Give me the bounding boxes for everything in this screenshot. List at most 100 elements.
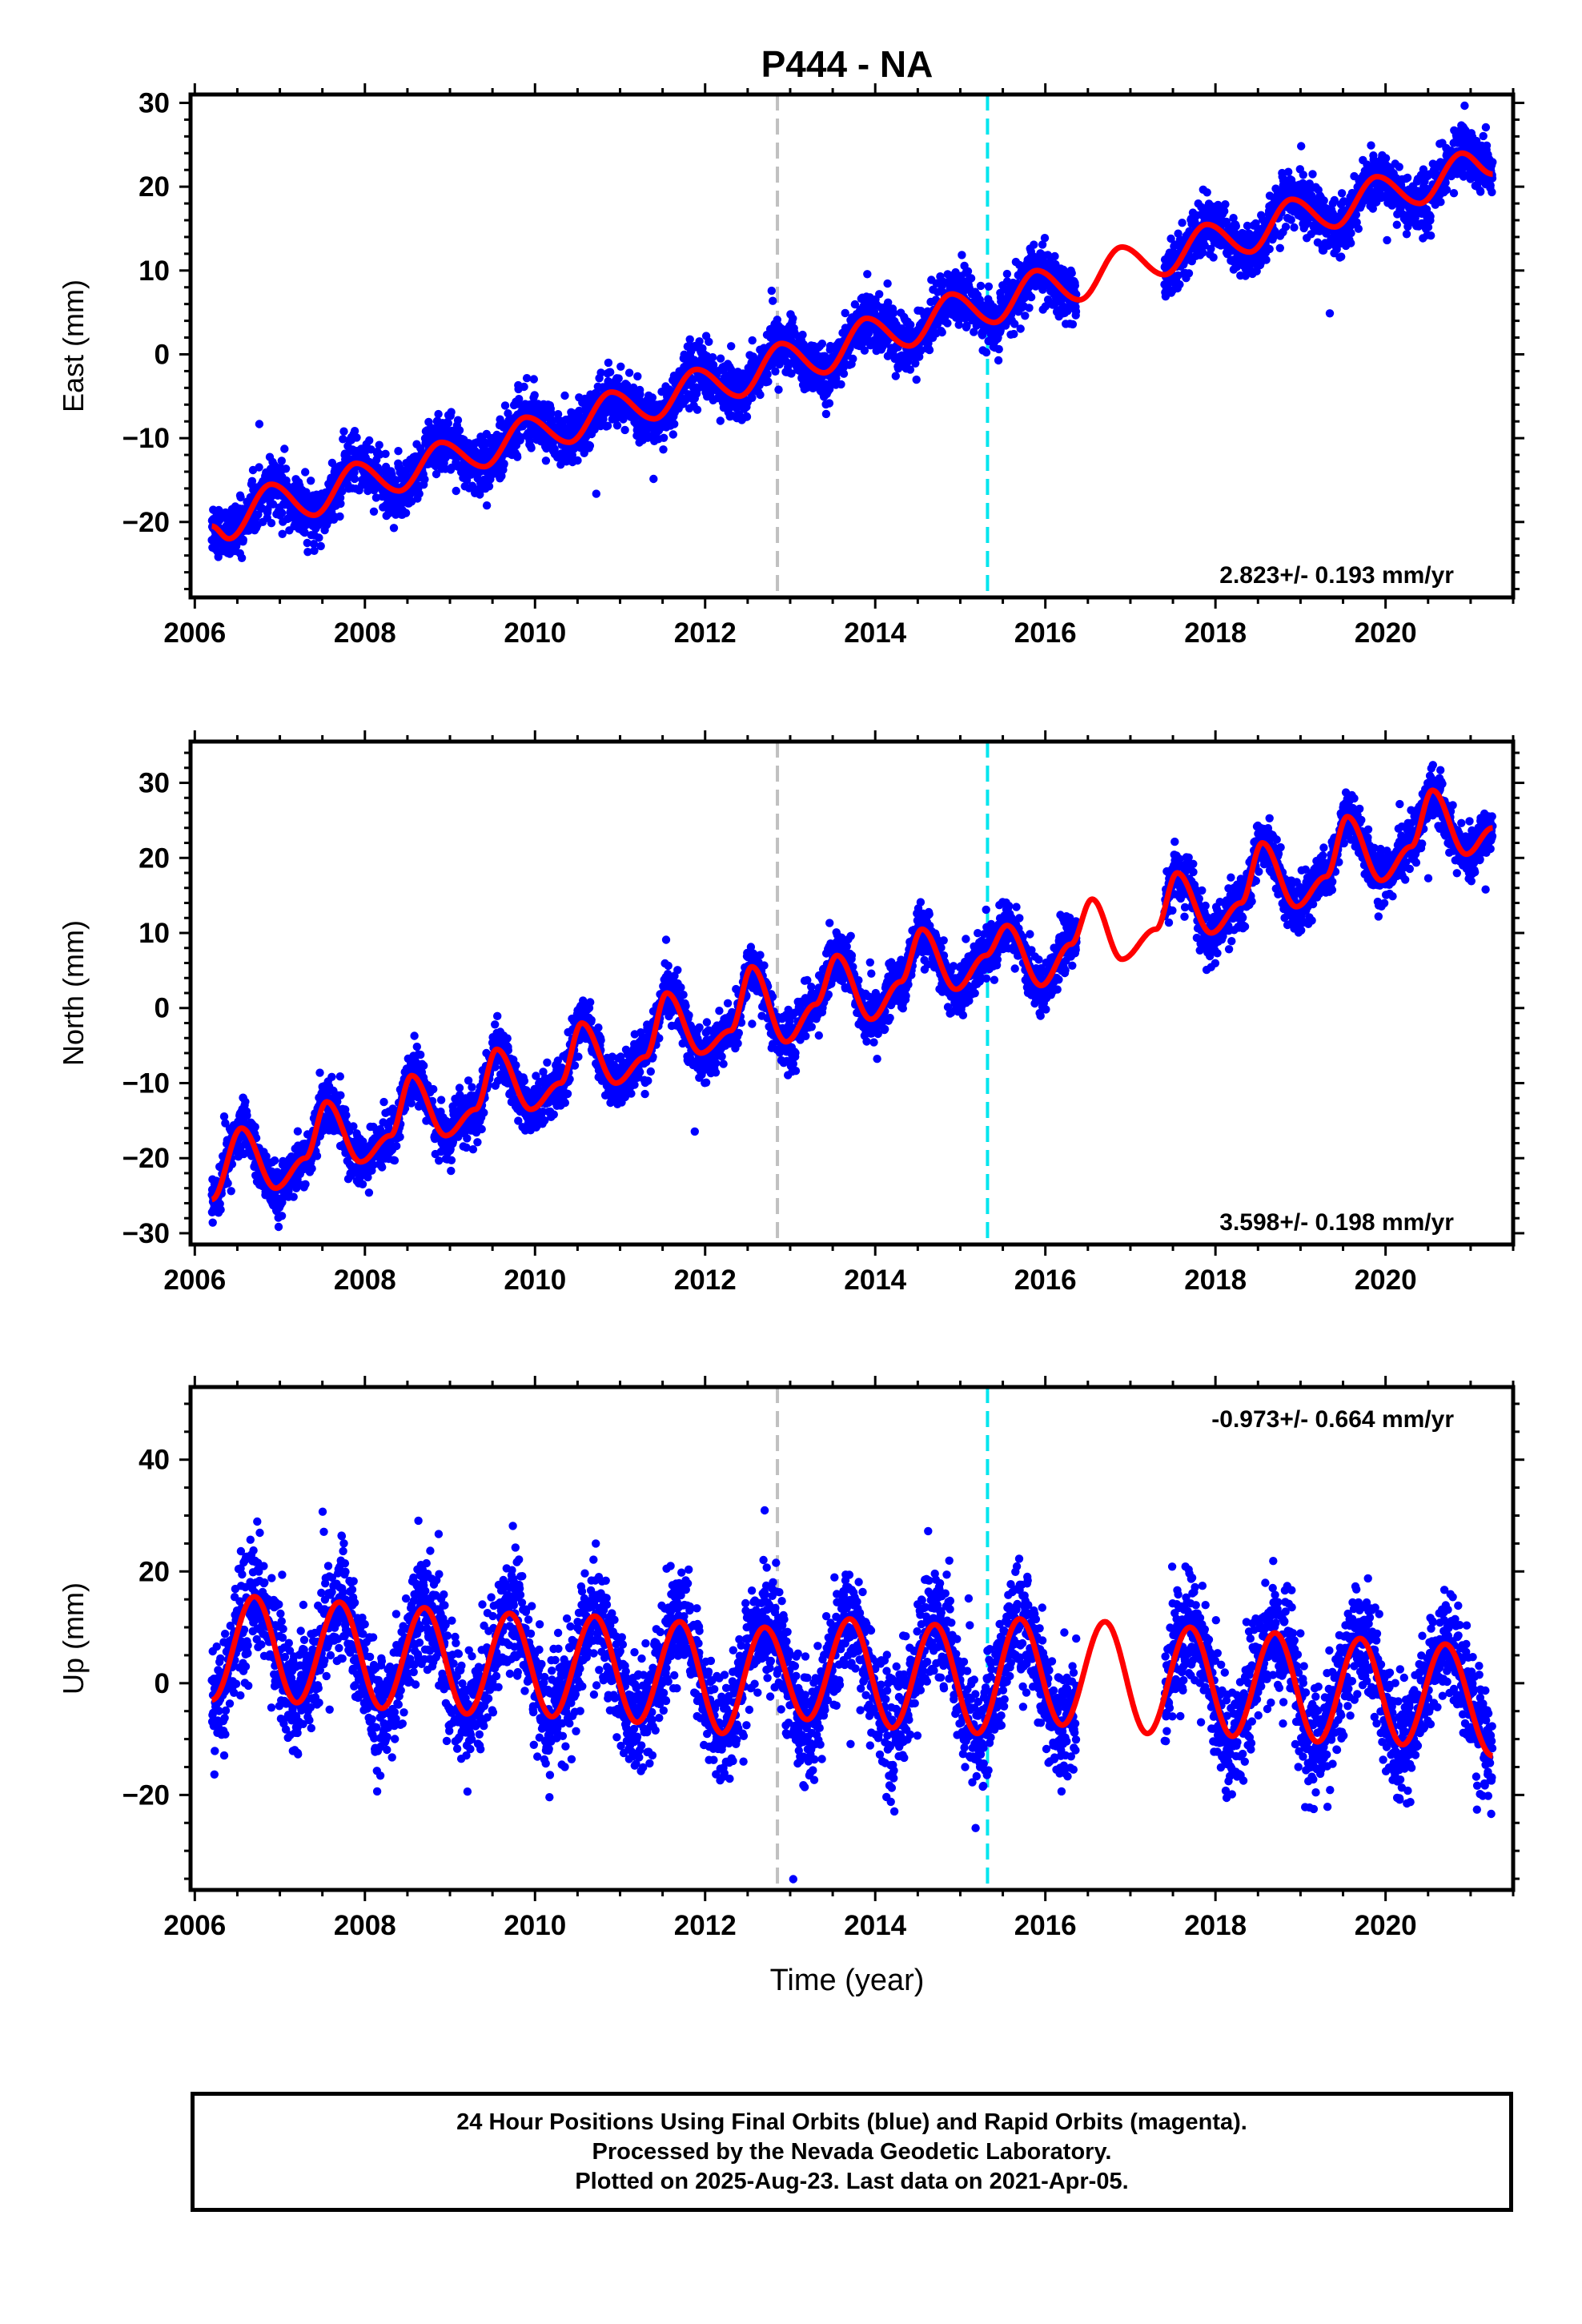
data-point [938,328,946,337]
data-point [943,319,952,328]
x-tick-label: 2012 [674,617,737,649]
data-point [1297,142,1306,151]
data-point [767,286,776,296]
data-point [1175,280,1184,289]
data-point [482,501,492,510]
data-point [237,553,247,562]
data-point [1231,222,1241,231]
data-point [669,430,677,439]
data-point [367,445,375,454]
data-point [994,344,1003,354]
data-point [227,1187,235,1196]
data-point [883,279,892,288]
data-point [863,270,872,279]
data-point [1488,187,1496,197]
data-point [1367,141,1375,150]
data-point [560,391,569,400]
data-point [365,436,374,445]
y-axis-label: East (mm) [57,279,90,412]
data-point [214,553,223,561]
data-point [693,405,702,414]
data-point [1403,173,1412,183]
data-point [1479,131,1488,141]
data-point [606,368,615,376]
data-point [1199,248,1207,257]
x-tick-label: 2020 [1355,617,1417,649]
data-point [453,416,463,424]
data-point [520,382,528,392]
x-tick-label: 2008 [334,617,396,649]
data-point [1067,268,1076,278]
data-point [350,427,359,436]
data-point [1030,240,1038,249]
y-tick-label: 0 [155,339,170,370]
data-point [415,489,424,498]
data-point [616,362,625,371]
data-point [1488,158,1497,167]
data-point [338,487,347,496]
rate-label: 2.823+/- 0.193 mm/yr [1219,562,1454,589]
data-point [281,464,291,473]
data-point [420,475,429,484]
data-point [789,314,797,323]
data-point [1442,185,1452,195]
data-point [1265,244,1274,254]
data-point [1347,228,1355,238]
data-point [1287,215,1295,224]
data-point [649,474,658,484]
data-point [1040,234,1050,243]
data-point [1347,239,1355,247]
y-tick-label: 30 [139,87,170,119]
data-point [763,370,772,379]
data-point [447,408,456,416]
data-point [336,499,345,509]
data-point [1284,167,1293,176]
data-point [875,290,884,299]
data-point [1209,253,1218,262]
data-point [889,308,898,317]
data-point [391,510,400,519]
data-point [1002,269,1012,279]
data-point [1070,281,1080,290]
data-point [339,427,348,436]
data-point [268,500,278,509]
data-point [756,390,765,400]
data-point [798,330,807,340]
data-point [906,320,915,329]
data-point [1395,163,1403,171]
data-point [825,399,834,408]
data-point [484,482,494,491]
data-point [278,529,287,538]
data-point [1325,309,1335,318]
data-point [1426,212,1435,221]
data-point [670,420,679,428]
data-point [841,308,849,318]
data-point [709,353,717,362]
data-point [369,507,379,516]
data-point [513,452,522,461]
data-point [303,538,311,548]
data-point [239,535,247,545]
data-point [1021,312,1030,320]
data-point [1221,200,1230,209]
data-point [301,468,310,476]
data-point [530,391,539,400]
data-point [837,380,845,389]
data-point [389,524,399,533]
data-point [310,546,319,555]
data-point [982,348,991,357]
data-point [1436,198,1445,207]
data-point [771,367,780,376]
data-point [748,393,757,402]
data-point [315,533,323,542]
data-point [434,409,443,419]
x-tick-label: 2006 [163,617,226,649]
data-point [255,463,263,472]
data-point [659,433,669,442]
data-point [1427,231,1435,240]
data-point [1482,141,1492,150]
data-point [1354,224,1363,233]
data-point [705,337,713,346]
data-point [1262,255,1271,264]
data-point [1319,196,1328,205]
